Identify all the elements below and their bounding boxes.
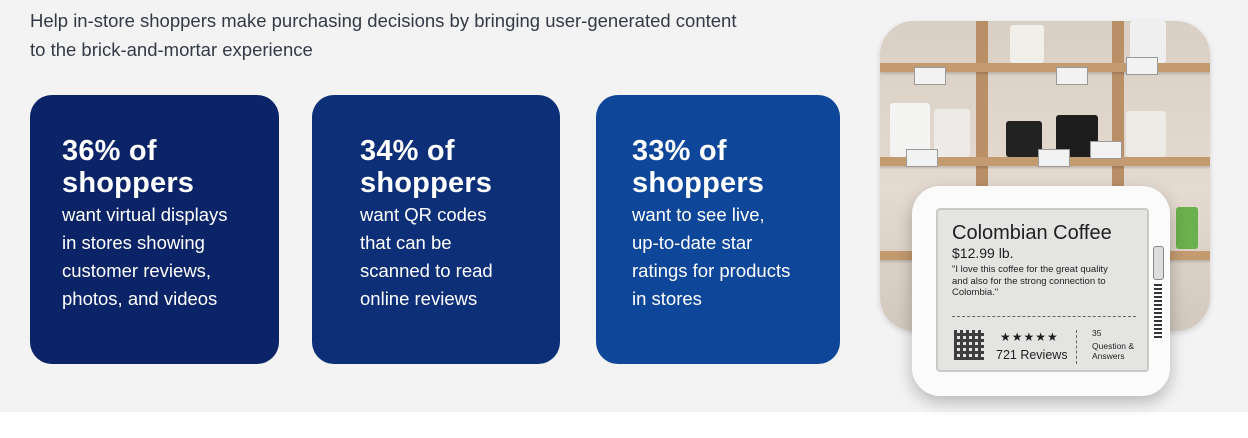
stat-description: want virtual displays in stores showing … xyxy=(62,201,279,313)
shelf-price-tag xyxy=(914,67,946,85)
product-price: $12.99 lb. xyxy=(952,245,1014,261)
desc-line: online reviews xyxy=(360,288,478,309)
dashed-divider xyxy=(952,316,1136,317)
stat-percent: 33% of xyxy=(632,135,727,167)
desc-line: want virtual displays xyxy=(62,204,228,225)
stat-percent: 34% of xyxy=(360,135,455,167)
intro-text: Help in-store shoppers make purchasing d… xyxy=(30,6,830,64)
coffee-bag xyxy=(890,103,930,157)
coffee-bag xyxy=(1126,111,1166,157)
review-count: 721 Reviews xyxy=(996,348,1068,362)
qa-count: 35 xyxy=(1092,328,1102,338)
coffee-jar xyxy=(1010,25,1044,63)
device-side-button-icon xyxy=(1153,246,1164,280)
desc-line: that can be xyxy=(360,232,452,253)
stat-subject: shoppers xyxy=(632,167,765,199)
dashed-separator xyxy=(1076,330,1077,364)
label-screen: Colombian Coffee $12.99 lb. "I love this… xyxy=(936,208,1149,372)
desc-line: in stores showing xyxy=(62,232,205,253)
stat-percent: 36% of xyxy=(62,135,157,167)
intro-line-1: Help in-store shoppers make purchasing d… xyxy=(30,10,737,31)
coffee-box xyxy=(1006,121,1042,157)
qr-code-icon xyxy=(954,330,984,360)
stat-subject: shoppers xyxy=(360,167,493,199)
stat-description: want to see live, up-to-date star rating… xyxy=(632,201,840,313)
shelf-price-tag xyxy=(1126,57,1158,75)
review-quote: "I love this coffee for the great qualit… xyxy=(952,264,1108,298)
desc-line: ratings for products xyxy=(632,260,791,281)
desc-line: want QR codes xyxy=(360,204,487,225)
desc-line: customer reviews, xyxy=(62,260,212,281)
product-name: Colombian Coffee xyxy=(952,222,1112,244)
desc-line: in stores xyxy=(632,288,702,309)
stat-card-1: 36% of shoppers want virtual displays in… xyxy=(30,95,279,364)
star-rating: ★★★★★ xyxy=(1000,330,1059,344)
desc-line: up-to-date star xyxy=(632,232,753,253)
shelf-price-tag xyxy=(1038,149,1070,167)
stat-card-2: 34% of shoppers want QR codes that can b… xyxy=(312,95,560,364)
stat-description: want QR codes that can be scanned to rea… xyxy=(360,201,560,313)
shelf-price-tag xyxy=(1056,67,1088,85)
desc-line: scanned to read xyxy=(360,260,493,281)
stat-subject: shoppers xyxy=(62,167,195,199)
shelf-price-tag xyxy=(906,149,938,167)
green-package xyxy=(1176,207,1198,249)
shelf-price-tag xyxy=(1090,141,1122,159)
barcode-icon xyxy=(1154,282,1162,338)
electronic-shelf-label: Colombian Coffee $12.99 lb. "I love this… xyxy=(912,186,1170,396)
coffee-jar xyxy=(1130,21,1166,63)
intro-line-2: to the brick-and-mortar experience xyxy=(30,39,313,60)
qa-label: Question & Answers xyxy=(1092,341,1135,361)
desc-line: photos, and videos xyxy=(62,288,218,309)
coffee-bag xyxy=(934,109,970,157)
desc-line: want to see live, xyxy=(632,204,765,225)
shelf-board xyxy=(880,63,1210,72)
stat-card-3: 33% of shoppers want to see live, up-to-… xyxy=(596,95,840,364)
